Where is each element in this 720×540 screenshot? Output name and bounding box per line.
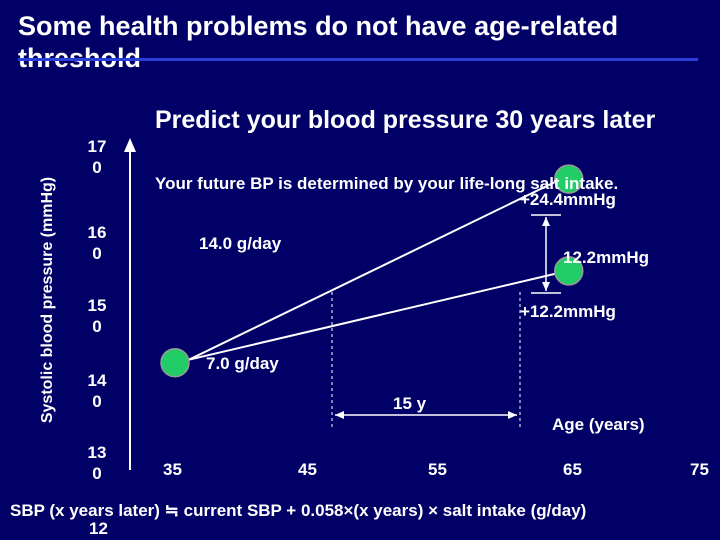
y-axis-arrow [124,138,136,152]
y-tick-label: 17 0 [87,137,107,177]
formula-text: SBP (x years later) ≒ current SBP + 0.05… [10,502,715,538]
bracket-arrow-down [542,282,550,291]
high-increase-label: +24.4mmHg [520,190,616,209]
bracket-arrow-up [542,217,550,226]
span-arrow-right [508,411,517,419]
formula-main: SBP (x years later) ≒ current SBP + 0.05… [10,501,587,520]
chart-subtitle: Your future BP is determined by your lif… [155,174,619,193]
y-tick-label: 16 0 [87,223,107,263]
high-line-label: 14.0 g/day [199,234,282,253]
span-label: 15 y [393,394,427,413]
y-tick-label: 15 0 [87,296,107,336]
data-point [554,164,584,194]
x-tick-label: 35 [163,460,182,479]
trend-line-14g [188,181,556,361]
x-tick-label: 55 [428,460,447,479]
data-point [160,347,190,378]
x-axis-label: Age (years) [552,415,645,434]
trend-line-7g [188,272,555,361]
low-line-label: 7.0 g/day [206,354,279,373]
y-tick-label: 13 0 [87,443,107,483]
x-tick-label: 65 [563,460,582,479]
span-arrow-left [335,411,344,419]
x-tick-label: 75 [690,460,709,479]
formula-sub: 12 [89,519,108,538]
data-point [554,256,584,286]
chart-title: Predict your blood pressure 30 years lat… [155,106,656,134]
y-tick-label: 14 0 [87,371,107,411]
x-tick-label: 45 [298,460,317,479]
title-divider [18,58,698,61]
difference-label: 12.2mmHg [563,248,649,267]
low-increase-label: +12.2mmHg [520,302,616,321]
